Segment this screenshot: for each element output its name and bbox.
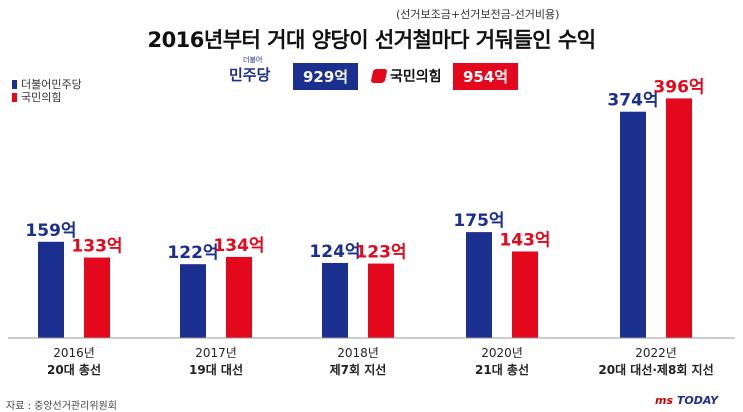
legend-swatch-party-a: [12, 80, 17, 89]
x-label-3-year: 2020년: [481, 346, 523, 360]
x-label-1-election: 19대 대선: [189, 362, 243, 377]
bar-party-b-1: [226, 256, 252, 338]
legend-item-party-a: 더불어민주당: [12, 76, 82, 92]
party-a-logo-name: 민주당: [229, 66, 271, 84]
x-label-0-year: 2016년: [53, 346, 95, 360]
x-label-2-election: 제7회 지선: [330, 362, 387, 377]
legend-swatch-party-b: [12, 93, 17, 102]
value-label-party-b-0: 133억: [71, 237, 122, 257]
bar-party-a-4: [620, 111, 646, 339]
value-label-party-b-1: 134억: [213, 236, 264, 256]
watermark-today: TODAY: [676, 394, 719, 407]
x-label-0-election: 20대 총선: [47, 362, 101, 377]
watermark-ms: ms: [655, 394, 674, 407]
value-label-party-b-2: 123억: [355, 243, 406, 263]
x-label-1-year: 2017년: [195, 346, 237, 360]
legend-label-party-a: 더불어민주당: [21, 78, 82, 91]
value-label-party-a-2: 124억: [309, 242, 360, 262]
bar-party-b-0: [84, 257, 110, 338]
source-note: 자료 : 중앙선거관리위원회: [6, 401, 117, 412]
party-a-logo-small: 더불어: [243, 56, 263, 64]
bar-party-a-2: [322, 262, 348, 338]
value-label-party-b-3: 143억: [499, 230, 550, 250]
party-b-total-badge: 954억: [453, 63, 519, 90]
publisher-watermark: ms TODAY: [655, 394, 718, 407]
chart-subtitle: (선거보조금+선거보전금-선거비용): [396, 8, 560, 21]
bar-party-b-4: [666, 98, 692, 338]
party-b-logo-name: 국민의힘: [390, 69, 442, 85]
party-a-total-badge: 929억: [293, 63, 359, 90]
legend-item-party-b: 국민의힘: [12, 89, 61, 105]
party-b-logo: 국민의힘: [370, 66, 442, 86]
x-label-3-election: 21대 총선: [475, 362, 529, 377]
bar-party-b-2: [368, 263, 394, 338]
bar-party-b-3: [512, 251, 538, 338]
value-label-party-a-1: 122억: [167, 243, 218, 263]
legend-label-party-b: 국민의힘: [21, 91, 62, 104]
x-label-2-year: 2018년: [337, 346, 379, 360]
value-label-party-b-4: 396억: [653, 77, 704, 97]
value-label-party-a-4: 374억: [607, 91, 658, 111]
value-label-party-a-3: 175억: [453, 211, 504, 231]
bar-party-a-1: [180, 264, 206, 338]
chart-bars: [38, 98, 692, 339]
value-label-party-a-0: 159억: [25, 221, 76, 241]
bar-party-a-0: [38, 241, 64, 338]
x-label-4-election: 20대 대선·제8회 지선: [598, 362, 713, 377]
chart-title: 2016년부터 거대 양당이 선거철마다 거둬들인 수익: [147, 28, 596, 52]
bar-party-a-3: [466, 232, 492, 338]
party-a-logo: 더불어 민주당: [229, 56, 271, 85]
x-label-4-year: 2022년: [635, 346, 677, 360]
